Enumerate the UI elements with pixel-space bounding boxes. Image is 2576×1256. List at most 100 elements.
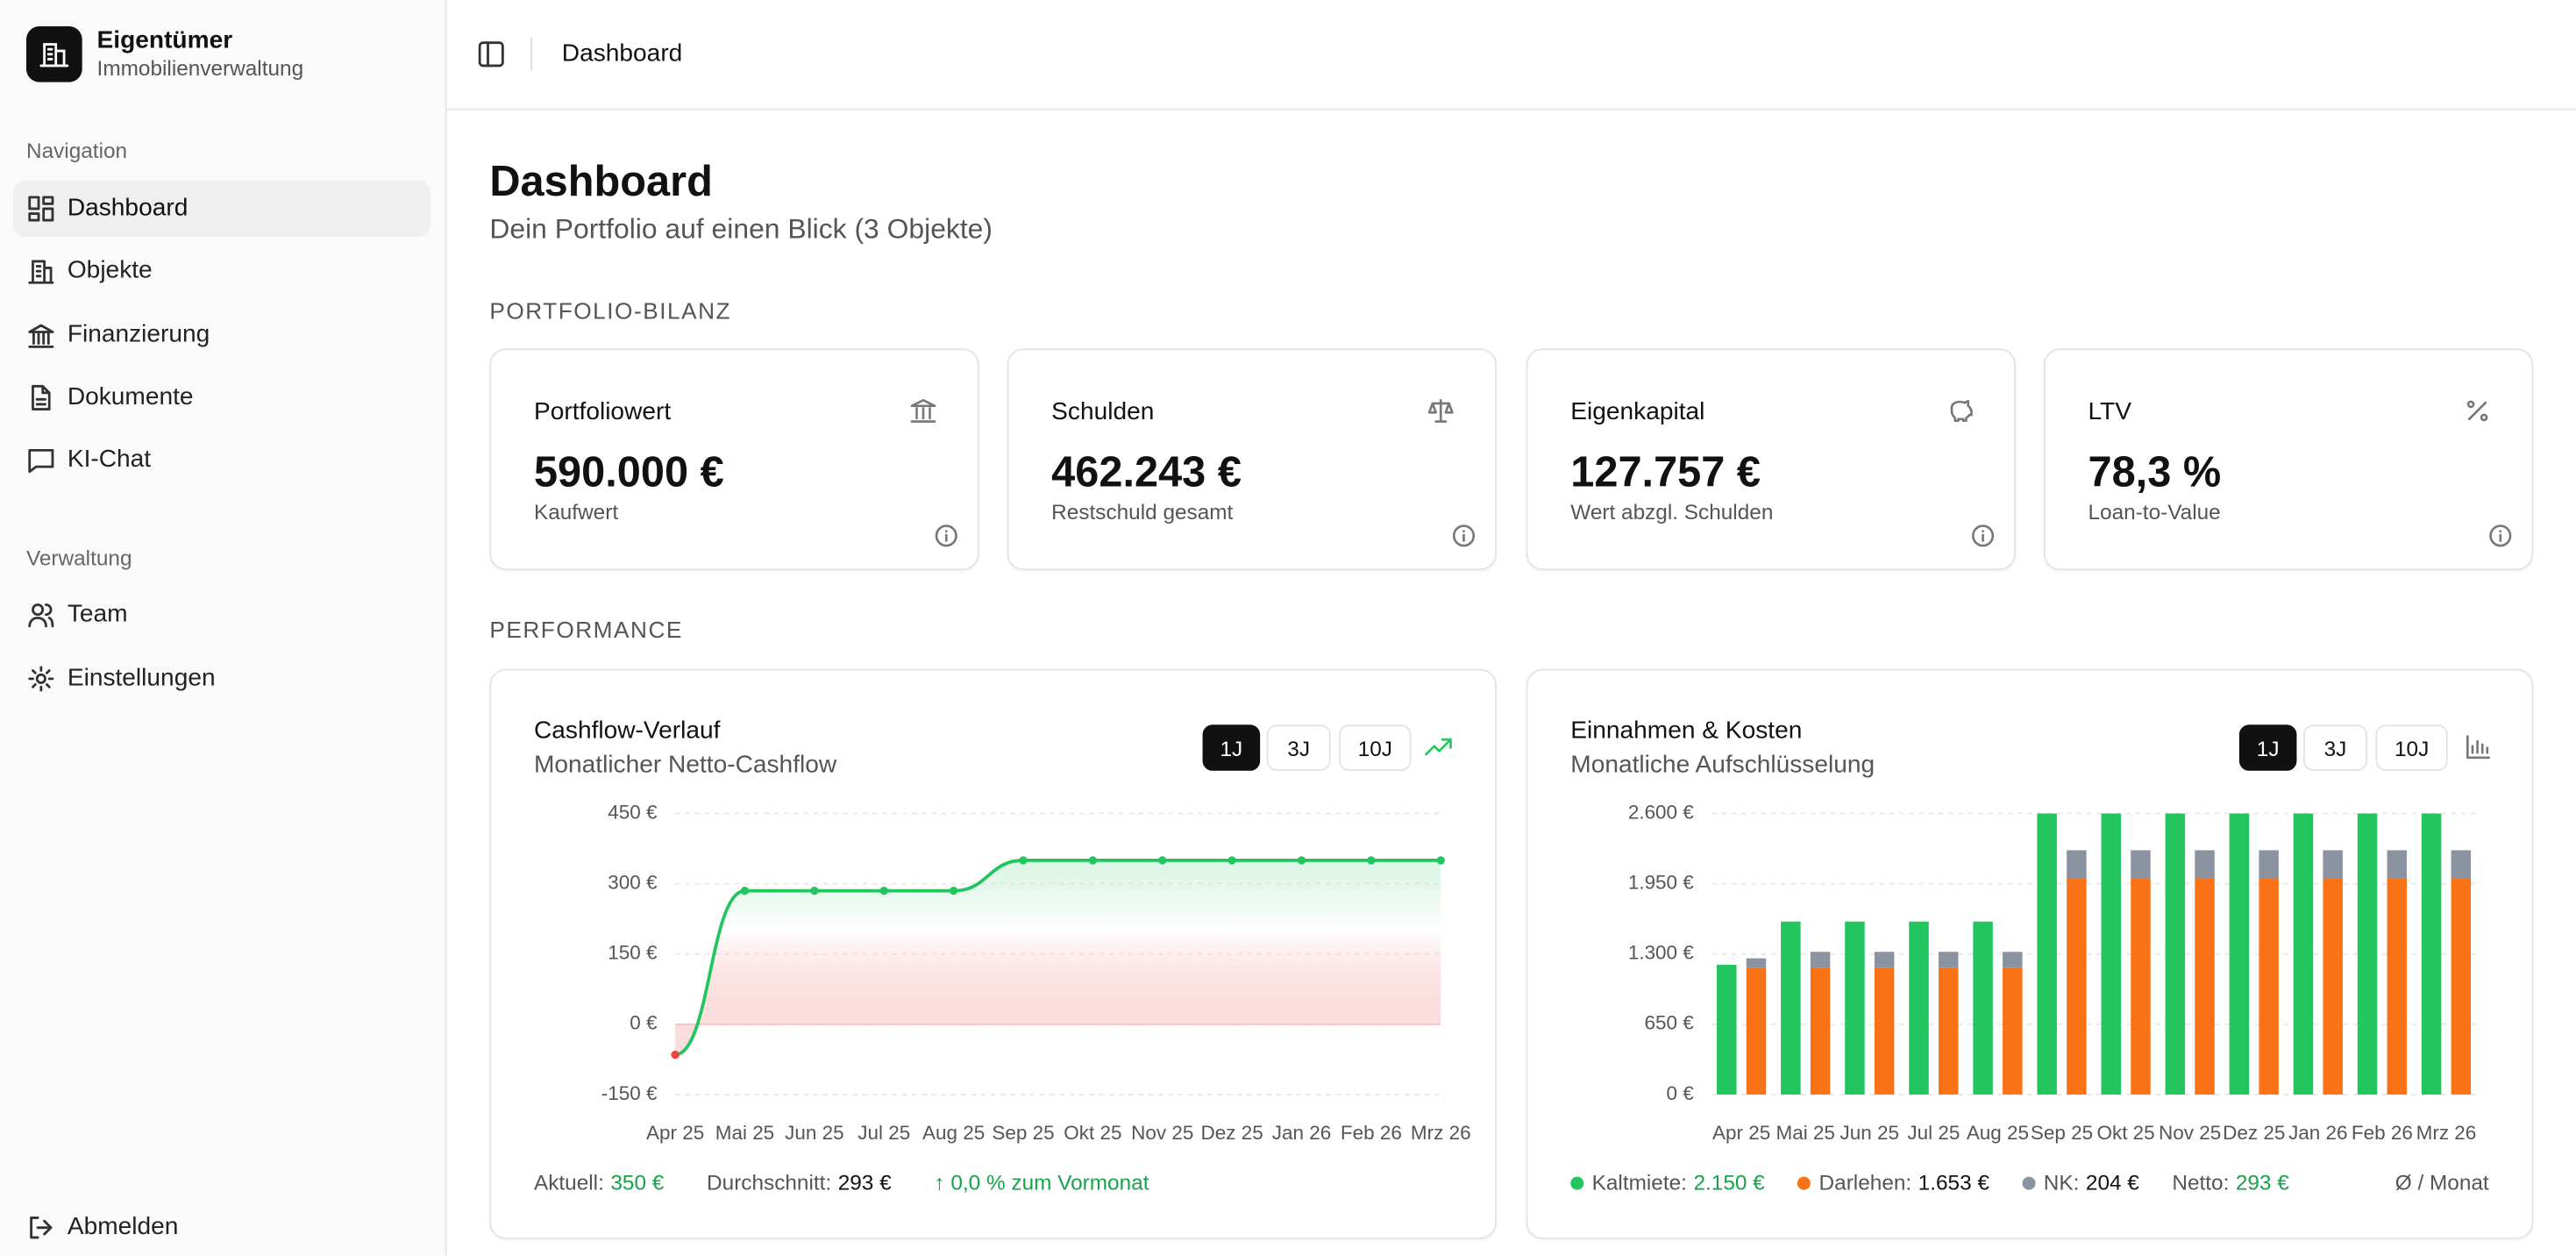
y-tick-label: 450 €: [608, 801, 658, 823]
y-tick-label: -150 €: [601, 1082, 658, 1104]
legend-swatch: [1797, 1176, 1811, 1190]
nav-item[interactable]: KI-Chat: [13, 432, 431, 489]
chart-subtitle: Monatlicher Netto-Cashflow: [533, 751, 837, 780]
section-heading: PORTFOLIO-BILANZ: [489, 297, 732, 325]
nav-item[interactable]: Team: [13, 587, 431, 643]
x-tick-label: Jul 25: [857, 1122, 910, 1144]
x-tick-label: Apr 25: [1712, 1122, 1770, 1144]
bar: [2229, 813, 2250, 1095]
info-icon[interactable]: [1971, 525, 1995, 547]
y-tick-label: 300 €: [608, 872, 658, 894]
range-button[interactable]: 3J: [2302, 724, 2368, 771]
nav-item[interactable]: Dokumente: [13, 370, 431, 426]
app-name: Eigentümer: [96, 25, 233, 54]
nav-item[interactable]: Dashboard: [12, 181, 431, 237]
bar: [1746, 967, 1767, 1095]
bar: [1717, 965, 1737, 1095]
range-button[interactable]: 10J: [2375, 724, 2448, 771]
app-subtitle: Immobilienverwaltung: [96, 55, 304, 81]
point: [1088, 856, 1098, 865]
topbar: [445, 0, 2576, 111]
range-button[interactable]: 3J: [1266, 724, 1331, 771]
point: [1297, 856, 1306, 865]
kpi-value: 462.243 €: [1051, 446, 1242, 496]
point: [1228, 856, 1236, 865]
range-button[interactable]: 10J: [1339, 724, 1412, 771]
y-tick-label: 650 €: [1645, 1012, 1695, 1034]
nav-item[interactable]: Finanzierung: [13, 307, 431, 363]
kpi-label: LTV: [2088, 397, 2131, 426]
bar: [1938, 967, 1959, 1095]
nav-label: Objekte: [67, 256, 153, 285]
info-icon[interactable]: [2489, 525, 2512, 547]
x-tick-label: Dez 25: [2223, 1122, 2285, 1144]
bar: [2387, 878, 2407, 1095]
logo: [25, 25, 82, 82]
bar: [2323, 850, 2343, 879]
chart-plot: 0 € 650 € 1.300 € 1.950 € 2.600 € Apr 25 Mai 2…: [1628, 801, 2478, 1144]
section-heading: PERFORMANCE: [489, 616, 683, 643]
x-tick-label: Okt 25: [2096, 1122, 2154, 1144]
nav-item[interactable]: Objekte: [13, 243, 431, 299]
logout-label: Abmelden: [67, 1212, 179, 1241]
legend: Kaltmiete: 2.150 € Darlehen: 1.653 € NK: 204 …: [1570, 1170, 2322, 1195]
kpi-card: LTV 78,3 % Loan-to-Value: [2043, 348, 2534, 571]
bar: [2037, 813, 2057, 1095]
info-icon[interactable]: [1452, 525, 1476, 547]
change-note: ↑ 0,0 % zum Vormonat: [934, 1170, 1149, 1195]
sidebar-toggle[interactable]: [478, 41, 504, 68]
stat-label: Durchschnitt:: [707, 1170, 832, 1195]
range-button[interactable]: 1J: [1202, 724, 1261, 771]
bar: [1781, 921, 1801, 1095]
y-tick-label: 150 €: [608, 942, 658, 964]
x-tick-label: Mai 25: [1775, 1122, 1834, 1144]
stat-value: 350 €: [610, 1170, 665, 1195]
x-tick-label: Apr 25: [646, 1122, 704, 1144]
x-tick-label: Mai 25: [715, 1122, 774, 1144]
bar: [2323, 878, 2343, 1095]
x-tick-label: Okt 25: [1064, 1122, 1121, 1144]
breadcrumb: Dashboard: [561, 39, 683, 68]
info-icon[interactable]: [935, 525, 957, 547]
bar: [1746, 958, 1767, 968]
kpi-icon: [1950, 399, 1973, 422]
legend-label: Darlehen:: [1818, 1170, 1912, 1195]
kpi-card: Portfoliowert 590.000 € Kaufwert: [489, 348, 979, 571]
bar: [2003, 952, 2023, 968]
nav-item[interactable]: Einstellungen: [13, 651, 431, 707]
point: [1158, 856, 1167, 865]
x-tick-label: Mrz 26: [2416, 1122, 2477, 1144]
chart-title: Einnahmen & Kosten: [1570, 716, 1803, 745]
x-tick-label: Jan 26: [2288, 1122, 2347, 1144]
point: [671, 1050, 680, 1060]
nav-label: Dokumente: [67, 382, 194, 411]
area: [675, 860, 1441, 1055]
sidebar: Eigentümer Immobilienverwaltung Navigati…: [0, 0, 447, 1256]
kpi-label: Schulden: [1051, 397, 1155, 426]
x-tick-label: Aug 25: [922, 1122, 985, 1144]
bar: [1909, 921, 1929, 1095]
y-tick-label: 0 €: [1667, 1082, 1695, 1104]
x-tick-label: Sep 25: [2031, 1122, 2093, 1144]
divider: [530, 38, 533, 71]
bar: [2451, 850, 2472, 879]
legend-label: Netto:: [2172, 1170, 2230, 1195]
x-tick-label: Dez 25: [1201, 1122, 1263, 1144]
kpi-label: Portfoliowert: [533, 397, 672, 426]
range-button[interactable]: 1J: [2238, 724, 2297, 771]
bar: [1845, 921, 1865, 1095]
nav-label: Finanzierung: [67, 320, 210, 349]
admin-title: Verwaltung: [25, 546, 132, 571]
page-title: Dashboard: [489, 156, 713, 206]
bar: [1810, 967, 1831, 1095]
trend-icon: [1425, 738, 1452, 756]
x-tick-label: Jan 26: [1272, 1122, 1331, 1144]
legend-value: 1.653 €: [1918, 1170, 1989, 1195]
stat-value: 293 €: [837, 1170, 892, 1195]
logout[interactable]: Abmelden: [13, 1200, 431, 1256]
bar: [2195, 850, 2215, 879]
legend-label: Kaltmiete:: [1591, 1170, 1687, 1195]
x-tick-label: Nov 25: [2159, 1122, 2221, 1144]
